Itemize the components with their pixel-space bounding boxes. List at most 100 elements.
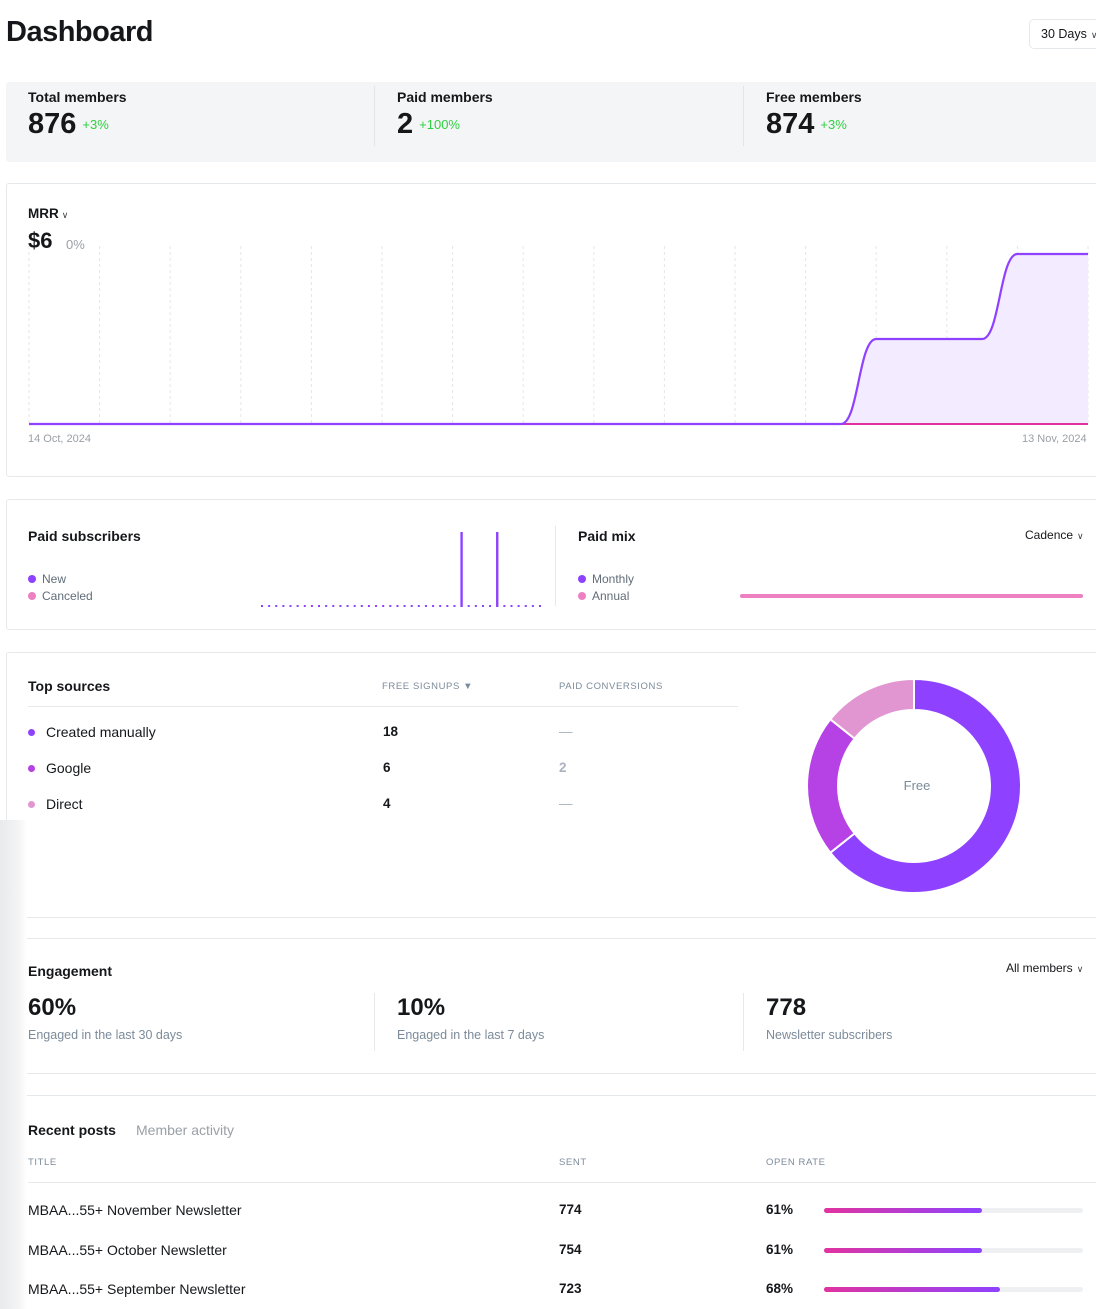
engagement-value: 60% (28, 994, 77, 1021)
engagement-stat: 60% Engaged in the last 30 days (28, 994, 182, 1042)
new-subscriber-bar (517, 605, 520, 607)
engagement-label: Newsletter subscribers (766, 1028, 893, 1042)
engagement-card: Engagement All members ∨ 60% Engaged in t… (6, 938, 1096, 1074)
mrr-start-date: 14 Oct, 2024 (28, 433, 91, 445)
source-row[interactable]: Google 6 2 (28, 760, 738, 780)
kpi-total-members[interactable]: Total members 876 +3% (6, 82, 374, 162)
mrr-line (29, 252, 1088, 426)
new-subscriber-bar (367, 605, 370, 607)
new-subscriber-bar (489, 605, 492, 607)
new-subscriber-bar (310, 605, 313, 607)
paid-mix-bar[interactable] (740, 594, 1083, 598)
new-subscriber-bar (531, 605, 534, 607)
chevron-down-icon: ∨ (1076, 964, 1084, 974)
paid-subscribers-chart[interactable] (257, 526, 547, 612)
post-row[interactable]: MBAA...55+ September Newsletter 723 68% (28, 1281, 1088, 1301)
table-header-divider (28, 706, 738, 707)
source-dot-icon (28, 765, 35, 772)
donut-slice (806, 717, 856, 855)
legend-canceled: Canceled (28, 589, 93, 603)
engagement-divider (743, 993, 744, 1051)
post-open-rate: 61% (766, 1242, 794, 1257)
new-subscriber-bar (417, 605, 420, 607)
col-paid-conversions[interactable]: Paid conversions (559, 681, 663, 692)
tab-member-activity[interactable]: Member activity (136, 1122, 235, 1138)
engagement-stat: 10% Engaged in the last 7 days (397, 994, 544, 1042)
legend-dot-icon (28, 575, 36, 583)
kpi-label: Paid members (397, 89, 493, 105)
kpi-value: 876 +3% (28, 108, 109, 140)
new-subscriber-bar (539, 605, 541, 607)
donut-center-label: Free (903, 778, 931, 793)
date-range-label: 30 Days (1041, 27, 1087, 41)
legend-dot-icon (578, 575, 586, 583)
source-paid-conversions: — (559, 724, 573, 739)
new-subscriber-bar (296, 605, 299, 607)
paid-card: Paid subscribers New Canceled Paid mix C… (6, 499, 1096, 630)
new-subscriber-bar (346, 605, 349, 607)
post-title: MBAA...55+ November Newsletter (28, 1202, 242, 1218)
open-rate-bar-fill (824, 1208, 982, 1213)
paid-mix-title: Paid mix (578, 528, 636, 544)
members-kpi-strip: Total members 876 +3% Paid members 2 +100%… (6, 82, 1096, 162)
kpi-value: 874 +3% (766, 108, 847, 140)
mrr-metric-select[interactable]: MRR ∨ (28, 206, 69, 221)
new-subscriber-bar (496, 532, 499, 607)
new-subscriber-bar (339, 605, 342, 607)
new-subscriber-bar (510, 605, 513, 607)
legend-monthly: Monthly (578, 572, 634, 586)
kpi-paid-members[interactable]: Paid members 2 +100% (375, 82, 743, 162)
new-subscriber-bar (325, 605, 328, 607)
post-open-rate: 68% (766, 1281, 794, 1296)
source-name: Google (28, 760, 91, 776)
donut-slice (828, 677, 1022, 894)
sources-donut-chart[interactable] (797, 669, 1027, 899)
legend-dot-icon (28, 592, 36, 600)
new-subscriber-bar (268, 605, 271, 607)
cadence-select[interactable]: Cadence ∨ (1025, 528, 1084, 542)
post-sent: 754 (559, 1242, 582, 1257)
top-sources-card: Top sources Free signups ▼ Paid conversi… (6, 652, 1096, 918)
source-row[interactable]: Direct 4 — (28, 796, 738, 816)
date-range-select[interactable]: 30 Days ∨ (1029, 19, 1096, 49)
new-subscriber-bar (446, 605, 449, 607)
open-rate-bar (824, 1208, 1083, 1213)
members-filter-select[interactable]: All members ∨ (1006, 961, 1084, 975)
paid-subscribers-title: Paid subscribers (28, 528, 141, 544)
post-sent: 774 (559, 1202, 582, 1217)
post-title: MBAA...55+ September Newsletter (28, 1281, 246, 1297)
open-rate-bar-fill (824, 1248, 982, 1253)
source-free-signups: 6 (383, 760, 391, 775)
col-free-signups[interactable]: Free signups ▼ (382, 681, 474, 692)
source-row[interactable]: Created manually 18 — (28, 724, 738, 744)
engagement-label: Engaged in the last 30 days (28, 1028, 183, 1042)
left-edge-shadow (0, 820, 27, 1309)
mrr-value: $6 (28, 228, 53, 253)
kpi-change: +100% (419, 117, 460, 132)
source-paid-conversions: 2 (559, 760, 567, 775)
post-row[interactable]: MBAA...55+ November Newsletter 774 61% (28, 1202, 1088, 1222)
chevron-down-icon: ∨ (1090, 30, 1096, 40)
mrr-change: 0% (66, 237, 85, 252)
engagement-label: Engaged in the last 7 days (397, 1028, 545, 1042)
kpi-change: +3% (82, 117, 109, 132)
new-subscriber-bar (460, 532, 463, 607)
kpi-label: Total members (28, 89, 127, 105)
new-subscriber-bar (503, 605, 506, 607)
mrr-card: MRR ∨ $6 0% 14 Oct, 2024 13 Nov, 2024 (6, 183, 1096, 477)
donut-slice (828, 677, 915, 741)
kpi-divider (374, 86, 375, 146)
open-rate-bar (824, 1248, 1083, 1253)
new-subscriber-bar (524, 605, 527, 607)
col-open-rate: Open rate (766, 1157, 826, 1168)
kpi-free-members[interactable]: Free members 874 +3% (744, 82, 1096, 162)
kpi-divider (743, 86, 744, 146)
new-subscriber-bar (389, 605, 392, 607)
chevron-down-icon: ∨ (61, 210, 69, 220)
post-row[interactable]: MBAA...55+ October Newsletter 754 61% (28, 1242, 1088, 1262)
new-subscriber-bar (375, 605, 378, 607)
new-subscriber-bar (353, 605, 356, 607)
col-title: Title (28, 1157, 57, 1168)
tab-recent-posts[interactable]: Recent posts (28, 1122, 116, 1138)
mrr-chart[interactable] (7, 184, 1096, 474)
